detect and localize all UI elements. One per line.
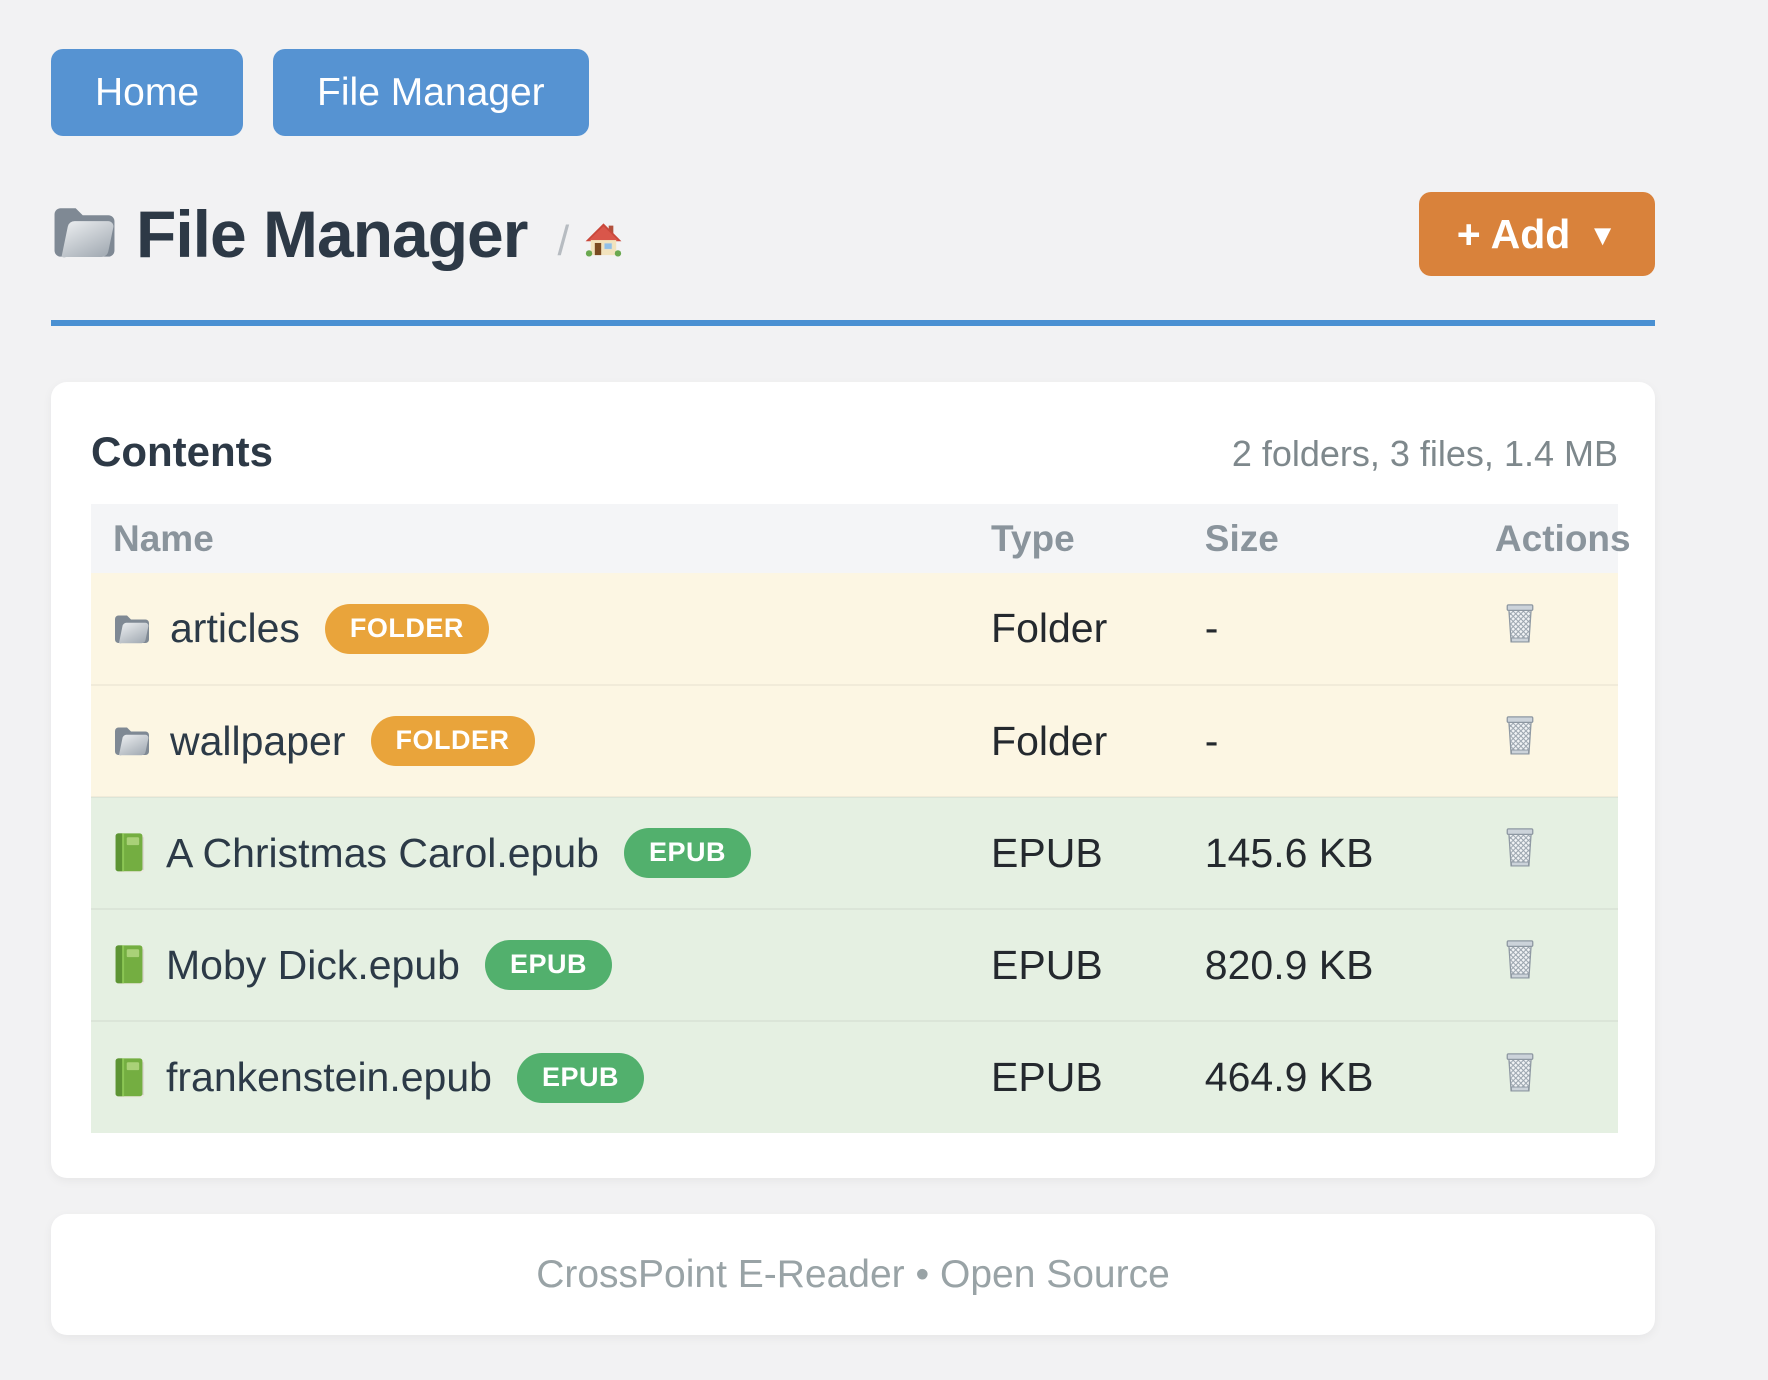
actions-cell — [1472, 796, 1618, 909]
size-cell: - — [1204, 605, 1219, 651]
actions-cell — [1473, 573, 1618, 685]
actions-cell — [1472, 684, 1618, 797]
file-name: articles — [170, 605, 300, 651]
type-cell: Folder — [969, 684, 1183, 797]
table-row: wallpaper FOLDER Folder - — [91, 684, 1618, 797]
breadcrumb-separator: / — [557, 217, 570, 264]
footer-text: CrossPoint E-Reader • Open Source — [536, 1252, 1170, 1296]
top-nav: Home File Manager — [51, 49, 1655, 136]
book-icon — [113, 944, 147, 986]
delete-button[interactable] — [1495, 937, 1537, 986]
name-cell: wallpaper FOLDER — [91, 684, 970, 797]
column-header-actions: Actions — [1472, 504, 1631, 573]
type-cell: EPUB — [969, 1020, 1183, 1133]
table-row: articles FOLDER Folder - — [91, 573, 1618, 685]
trash-icon — [1503, 601, 1537, 650]
folder-icon — [113, 725, 151, 757]
type-cell: EPUB — [969, 796, 1183, 909]
trash-icon — [1503, 937, 1537, 986]
delete-button[interactable] — [1495, 713, 1537, 762]
delete-button[interactable] — [1495, 1050, 1537, 1099]
contents-table-body: articles FOLDER Folder - — [91, 573, 1618, 1133]
contents-card: Contents 2 folders, 3 files, 1.4 MB Name… — [51, 382, 1655, 1178]
actions-cell — [1472, 1020, 1618, 1133]
delete-button[interactable] — [1495, 601, 1537, 650]
type-badge: EPUB — [623, 828, 751, 878]
nav-button-file-manager[interactable]: File Manager — [273, 49, 589, 136]
type-badge: EPUB — [516, 1052, 644, 1103]
name-cell: articles FOLDER — [91, 573, 969, 685]
type-badge: FOLDER — [324, 603, 489, 654]
type-cell: EPUB — [969, 908, 1183, 1021]
add-button-label: + Add — [1456, 210, 1571, 257]
nav-button-home[interactable]: Home — [51, 49, 244, 136]
book-icon — [113, 832, 147, 874]
size-cell: 145.6 KB — [1182, 796, 1473, 909]
delete-button[interactable] — [1495, 825, 1537, 874]
size-cell: - — [1182, 684, 1473, 797]
name-cell: frankenstein.epub EPUB — [91, 1020, 970, 1133]
folder-icon — [51, 203, 118, 266]
table-row: frankenstein.epub EPUB EPUB 464.9 KB — [91, 1020, 1618, 1133]
contents-table: Name Type Size Actions — [91, 504, 1631, 1133]
house-icon[interactable] — [585, 221, 622, 258]
file-name: wallpaper — [170, 717, 346, 764]
name-cell: Moby Dick.epub EPUB — [91, 908, 970, 1021]
footer-card: CrossPoint E-Reader • Open Source — [51, 1214, 1655, 1335]
trash-icon — [1503, 825, 1537, 874]
type-cell: Folder — [991, 605, 1108, 651]
table-row: A Christmas Carol.epub EPUB EPUB 145.6 K… — [91, 796, 1618, 909]
actions-cell — [1472, 908, 1618, 1021]
column-header-name: Name — [91, 504, 970, 573]
type-badge: EPUB — [484, 940, 612, 990]
file-name: Moby Dick.epub — [166, 941, 460, 988]
type-badge: FOLDER — [370, 716, 535, 766]
add-button[interactable]: + Add ▼ — [1418, 192, 1655, 276]
column-header-size: Size — [1182, 504, 1473, 573]
trash-icon — [1503, 713, 1537, 762]
title-group: File Manager / — [51, 196, 622, 272]
column-header-type: Type — [969, 504, 1183, 573]
size-cell: 820.9 KB — [1182, 908, 1473, 1021]
file-name: A Christmas Carol.epub — [166, 829, 599, 876]
page-title: File Manager — [136, 197, 528, 271]
table-header-row: Name Type Size Actions — [91, 504, 1631, 573]
folder-icon — [113, 613, 151, 645]
contents-card-header: Contents 2 folders, 3 files, 1.4 MB — [91, 428, 1618, 476]
trash-icon — [1503, 1050, 1537, 1099]
file-name: frankenstein.epub — [166, 1054, 492, 1100]
caret-down-icon: ▼ — [1588, 219, 1617, 252]
contents-title: Contents — [91, 428, 273, 475]
page: Home File Manager File Manager / — [51, 49, 1655, 1335]
page-header: File Manager / + Add ▼ — [51, 192, 1655, 326]
book-icon — [113, 1057, 147, 1099]
size-cell: 464.9 KB — [1182, 1020, 1473, 1133]
table-row: Moby Dick.epub EPUB EPUB 820.9 KB — [91, 908, 1618, 1021]
contents-summary: 2 folders, 3 files, 1.4 MB — [1231, 433, 1618, 474]
name-cell: A Christmas Carol.epub EPUB — [91, 796, 970, 909]
